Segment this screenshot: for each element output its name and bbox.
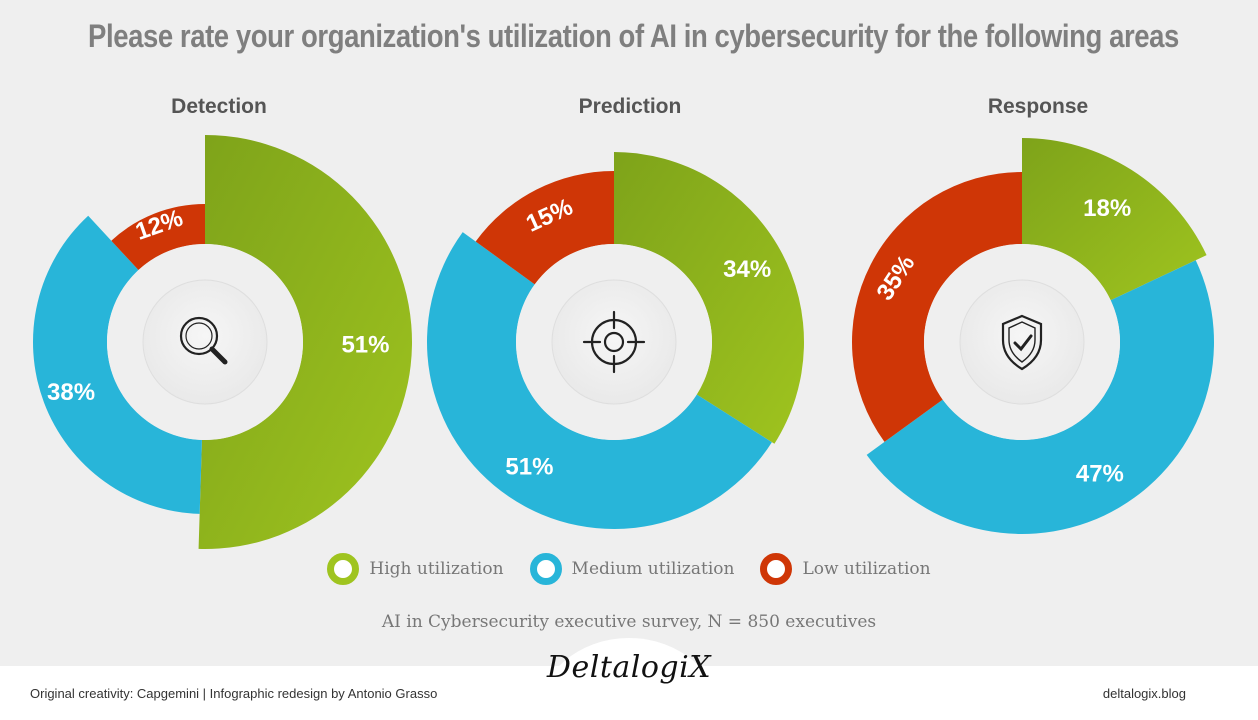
data-label-medium: 47%	[1076, 461, 1124, 488]
data-label-medium: 51%	[505, 453, 553, 480]
chart-title-response: Response	[987, 95, 1089, 118]
target-icon	[582, 310, 646, 374]
icon-circle	[959, 279, 1085, 405]
slice-high	[1022, 138, 1207, 301]
legend-swatch-low	[760, 553, 793, 585]
slice-medium	[866, 260, 1215, 535]
data-label-high: 34%	[723, 256, 771, 283]
footer-site-link[interactable]: deltalogix.blog	[1102, 686, 1186, 701]
survey-note: AI in Cybersecurity executive survey, N …	[381, 612, 877, 632]
legend-label-low: Low utilization	[802, 559, 931, 579]
slice-medium	[33, 215, 202, 514]
slice-high	[198, 135, 413, 549]
data-label-high: 51%	[341, 331, 389, 358]
data-label-high: 18%	[1083, 195, 1131, 222]
legend-item-medium: Medium utilization	[529, 553, 735, 585]
slice-high	[614, 152, 805, 444]
chart-title-prediction: Prediction	[578, 95, 682, 118]
donut-detection: 51%38%12%	[33, 135, 413, 549]
shield-check-icon	[1001, 314, 1043, 371]
footer-credit: Original creativity: Capgemini | Infogra…	[30, 686, 438, 701]
legend-swatch-medium	[529, 553, 562, 585]
magnifier-icon	[179, 316, 228, 365]
icon-circle	[551, 279, 677, 405]
data-label-medium: 38%	[47, 379, 95, 406]
page-title: Please rate your organization's utilizat…	[88, 18, 1179, 54]
legend-item-low: Low utilization	[760, 553, 931, 585]
slice-medium	[427, 232, 772, 529]
slice-low	[111, 204, 205, 271]
icon-circle	[142, 279, 268, 405]
legend-label-medium: Medium utilization	[571, 559, 735, 579]
slice-low	[475, 171, 614, 285]
legend-label-high: High utilization	[369, 559, 504, 579]
donut-prediction: 34%51%15%	[427, 152, 805, 529]
legend: High utilization Medium utilization Low …	[0, 553, 1258, 585]
legend-swatch-high	[327, 553, 360, 585]
legend-item-high: High utilization	[327, 553, 504, 585]
donut-response: 18%47%35%	[852, 138, 1215, 535]
donut-charts: 51%38%12%34%51%15% 18%47%35%	[33, 135, 1215, 549]
chart-title-detection: Detection	[171, 95, 267, 118]
slice-low	[852, 172, 1022, 442]
brand-logo[interactable]: DeltalogiX	[546, 650, 712, 685]
